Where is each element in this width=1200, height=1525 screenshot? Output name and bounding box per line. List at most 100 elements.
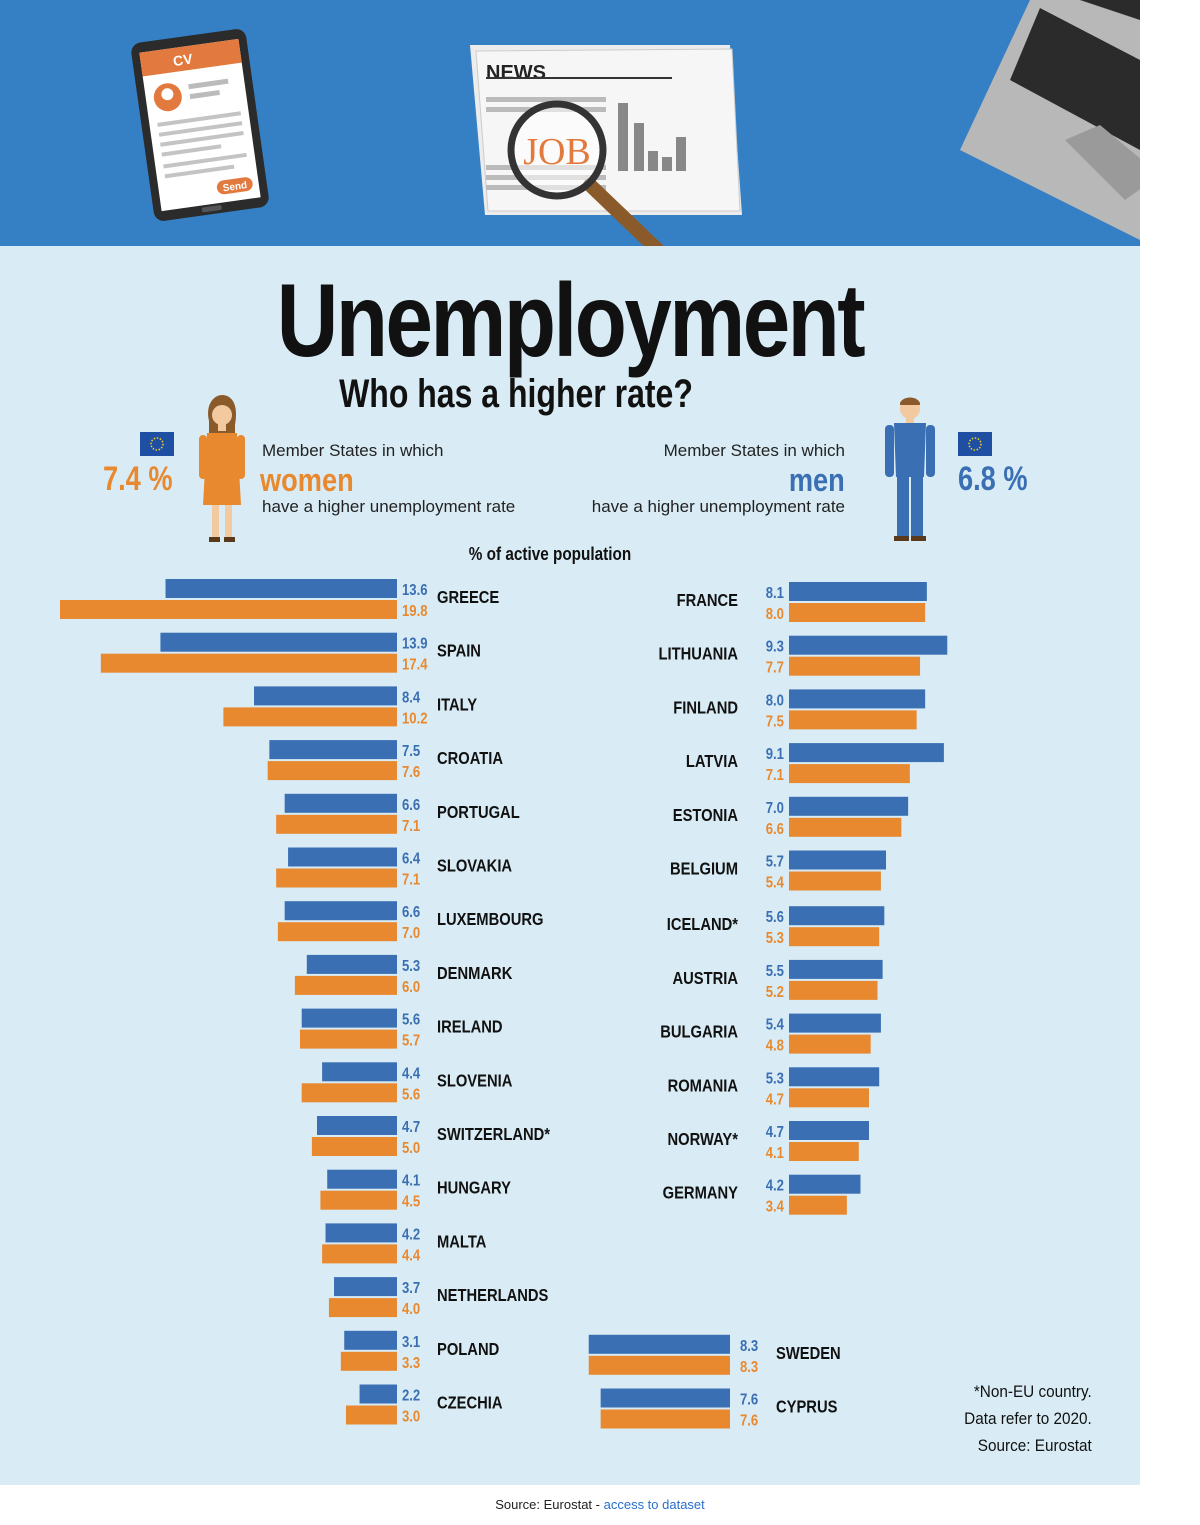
country-label: CYPRUS bbox=[776, 1397, 837, 1417]
value-women: 7.0 bbox=[402, 925, 420, 942]
cv-tablet-icon: CV Send bbox=[131, 29, 269, 221]
women-line1: Member States in which bbox=[262, 441, 444, 460]
bar-men bbox=[284, 793, 397, 813]
cv-label: CV bbox=[172, 50, 194, 69]
value-women: 8.0 bbox=[766, 606, 784, 623]
unemployment-bar-chart: 13.6 19.8 GREECE 13.9 17.4 SPAIN 8.4 10.2 ITALY 7… bbox=[60, 579, 948, 1430]
value-women: 3.3 bbox=[402, 1355, 420, 1372]
value-women: 5.6 bbox=[402, 1086, 420, 1103]
country-label: DENMARK bbox=[437, 964, 512, 984]
bar-men bbox=[301, 1008, 397, 1028]
bar-women bbox=[311, 1137, 397, 1156]
bar-men bbox=[789, 1067, 880, 1087]
bar-men bbox=[359, 1384, 397, 1404]
bar-women bbox=[789, 656, 921, 676]
bar-men bbox=[334, 1277, 397, 1297]
value-men: 9.1 bbox=[766, 746, 784, 763]
men-line1: Member States in which bbox=[663, 441, 845, 460]
country-label: BULGARIA bbox=[660, 1022, 738, 1042]
men-eu-rate: 6.8 % bbox=[958, 460, 1028, 498]
country-label: LITHUANIA bbox=[659, 644, 739, 664]
country-label: HUNGARY bbox=[437, 1178, 511, 1198]
bar-women bbox=[299, 1029, 397, 1049]
bar-women bbox=[328, 1298, 397, 1318]
value-men: 6.6 bbox=[402, 904, 420, 921]
bar-women bbox=[789, 1195, 847, 1215]
note-year: Data refer to 2020. bbox=[964, 1409, 1092, 1428]
value-women: 7.1 bbox=[402, 818, 420, 835]
bar-women bbox=[789, 927, 880, 947]
country-label: ICELAND* bbox=[667, 915, 739, 935]
axis-label: % of active population bbox=[468, 544, 632, 564]
value-men: 5.4 bbox=[766, 1016, 785, 1033]
header-illustration: CV Send NEWS bbox=[131, 0, 1140, 259]
bar-women bbox=[789, 710, 917, 730]
country-label: GERMANY bbox=[663, 1183, 738, 1203]
country-label: SWITZERLAND* bbox=[437, 1125, 551, 1145]
value-women: 7.1 bbox=[402, 871, 420, 888]
country-label: SLOVAKIA bbox=[437, 856, 512, 876]
value-men: 3.1 bbox=[402, 1334, 420, 1351]
value-men: 5.6 bbox=[402, 1011, 420, 1028]
value-men: 13.6 bbox=[402, 582, 428, 599]
bar-men bbox=[254, 686, 397, 706]
bar-women bbox=[276, 814, 397, 834]
bar-women bbox=[223, 707, 397, 727]
value-men: 2.2 bbox=[402, 1387, 420, 1404]
bar-women bbox=[277, 922, 397, 942]
value-men: 5.3 bbox=[766, 1070, 784, 1087]
bar-men bbox=[789, 850, 887, 870]
value-women: 19.8 bbox=[402, 603, 428, 620]
bar-women bbox=[789, 1088, 869, 1108]
bar-men bbox=[789, 1013, 881, 1033]
value-women: 7.1 bbox=[766, 767, 784, 784]
value-men: 5.3 bbox=[402, 958, 420, 975]
bar-women bbox=[789, 871, 881, 891]
footer-source: Source: Eurostat - bbox=[495, 1497, 604, 1512]
bar-women bbox=[276, 868, 397, 888]
value-men: 4.7 bbox=[402, 1119, 420, 1136]
dataset-link[interactable]: access to dataset bbox=[603, 1497, 705, 1512]
value-women: 4.5 bbox=[402, 1194, 420, 1211]
bar-women bbox=[294, 975, 397, 995]
bar-men bbox=[789, 582, 927, 601]
value-men: 4.1 bbox=[402, 1173, 420, 1190]
country-label: ESTONIA bbox=[673, 805, 738, 825]
send-label: Send bbox=[222, 180, 248, 194]
value-women: 8.3 bbox=[740, 1359, 758, 1376]
value-women: 17.4 bbox=[402, 657, 428, 674]
bar-women bbox=[320, 1190, 397, 1210]
women-line2: have a higher unemployment rate bbox=[262, 497, 516, 516]
country-label: LUXEMBOURG bbox=[437, 910, 543, 930]
man-figure-icon bbox=[885, 397, 935, 541]
bar-men bbox=[588, 1334, 730, 1354]
value-men: 6.6 bbox=[402, 797, 420, 814]
bar-men bbox=[789, 1121, 869, 1140]
job-label: JOB bbox=[523, 131, 591, 173]
value-men: 13.9 bbox=[402, 636, 428, 653]
eu-flag-icon bbox=[140, 432, 174, 456]
laptop-icon bbox=[960, 0, 1140, 240]
value-men: 8.0 bbox=[766, 692, 784, 709]
country-label: IRELAND bbox=[437, 1017, 503, 1037]
value-women: 5.4 bbox=[766, 874, 785, 891]
value-men: 8.1 bbox=[766, 585, 784, 602]
bar-women bbox=[100, 653, 398, 673]
bar-men bbox=[600, 1388, 730, 1408]
country-label: POLAND bbox=[437, 1339, 499, 1359]
bar-women bbox=[789, 764, 910, 784]
country-label: CZECHIA bbox=[437, 1393, 503, 1413]
bar-men bbox=[327, 1169, 397, 1189]
bar-men bbox=[789, 689, 926, 709]
country-label: MALTA bbox=[437, 1232, 487, 1252]
women-eu-rate: 7.4 % bbox=[103, 460, 173, 498]
country-label: ROMANIA bbox=[668, 1076, 739, 1096]
bar-women bbox=[789, 817, 902, 837]
eu-flag-icon bbox=[958, 432, 992, 456]
value-women: 6.6 bbox=[766, 821, 784, 838]
bar-women bbox=[301, 1083, 397, 1103]
bar-men bbox=[317, 1116, 397, 1135]
bar-women bbox=[789, 603, 926, 622]
value-men: 8.3 bbox=[740, 1338, 758, 1355]
value-men: 6.4 bbox=[402, 850, 421, 867]
